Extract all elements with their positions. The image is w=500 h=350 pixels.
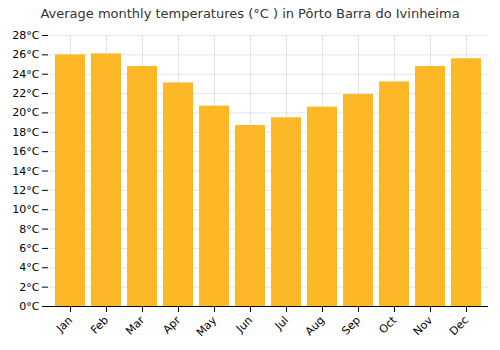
svg-text:10°C: 10°C [12, 203, 39, 216]
svg-text:6°C: 6°C [19, 242, 39, 255]
svg-text:28°C: 28°C [12, 29, 39, 42]
svg-text:24°C: 24°C [12, 68, 39, 81]
svg-text:Jan: Jan [53, 314, 75, 336]
svg-text:Dec: Dec [447, 314, 471, 338]
svg-text:0°C: 0°C [19, 300, 39, 313]
svg-text:14°C: 14°C [12, 165, 39, 178]
svg-text:Apr: Apr [160, 313, 183, 336]
svg-text:May: May [194, 313, 220, 339]
svg-text:26°C: 26°C [12, 48, 39, 61]
svg-text:20°C: 20°C [12, 106, 39, 119]
svg-text:Aug: Aug [303, 314, 327, 338]
svg-text:Sep: Sep [339, 314, 363, 338]
svg-text:18°C: 18°C [12, 126, 39, 139]
svg-text:Jun: Jun [233, 314, 255, 336]
svg-text:12°C: 12°C [12, 184, 39, 197]
svg-text:22°C: 22°C [12, 87, 39, 100]
svg-text:2°C: 2°C [19, 281, 39, 294]
svg-text:Nov: Nov [411, 313, 436, 338]
svg-text:Oct: Oct [376, 313, 399, 336]
svg-text:Mar: Mar [123, 313, 147, 337]
svg-text:4°C: 4°C [19, 261, 39, 274]
svg-text:16°C: 16°C [12, 145, 39, 158]
svg-text:Jul: Jul [272, 314, 291, 333]
html-text:Average monthly temperatures (: Average monthly temperatures (°C ) in Pô… [40, 6, 460, 21]
svg-text:8°C: 8°C [19, 223, 39, 236]
svg-text:Feb: Feb [88, 314, 111, 337]
